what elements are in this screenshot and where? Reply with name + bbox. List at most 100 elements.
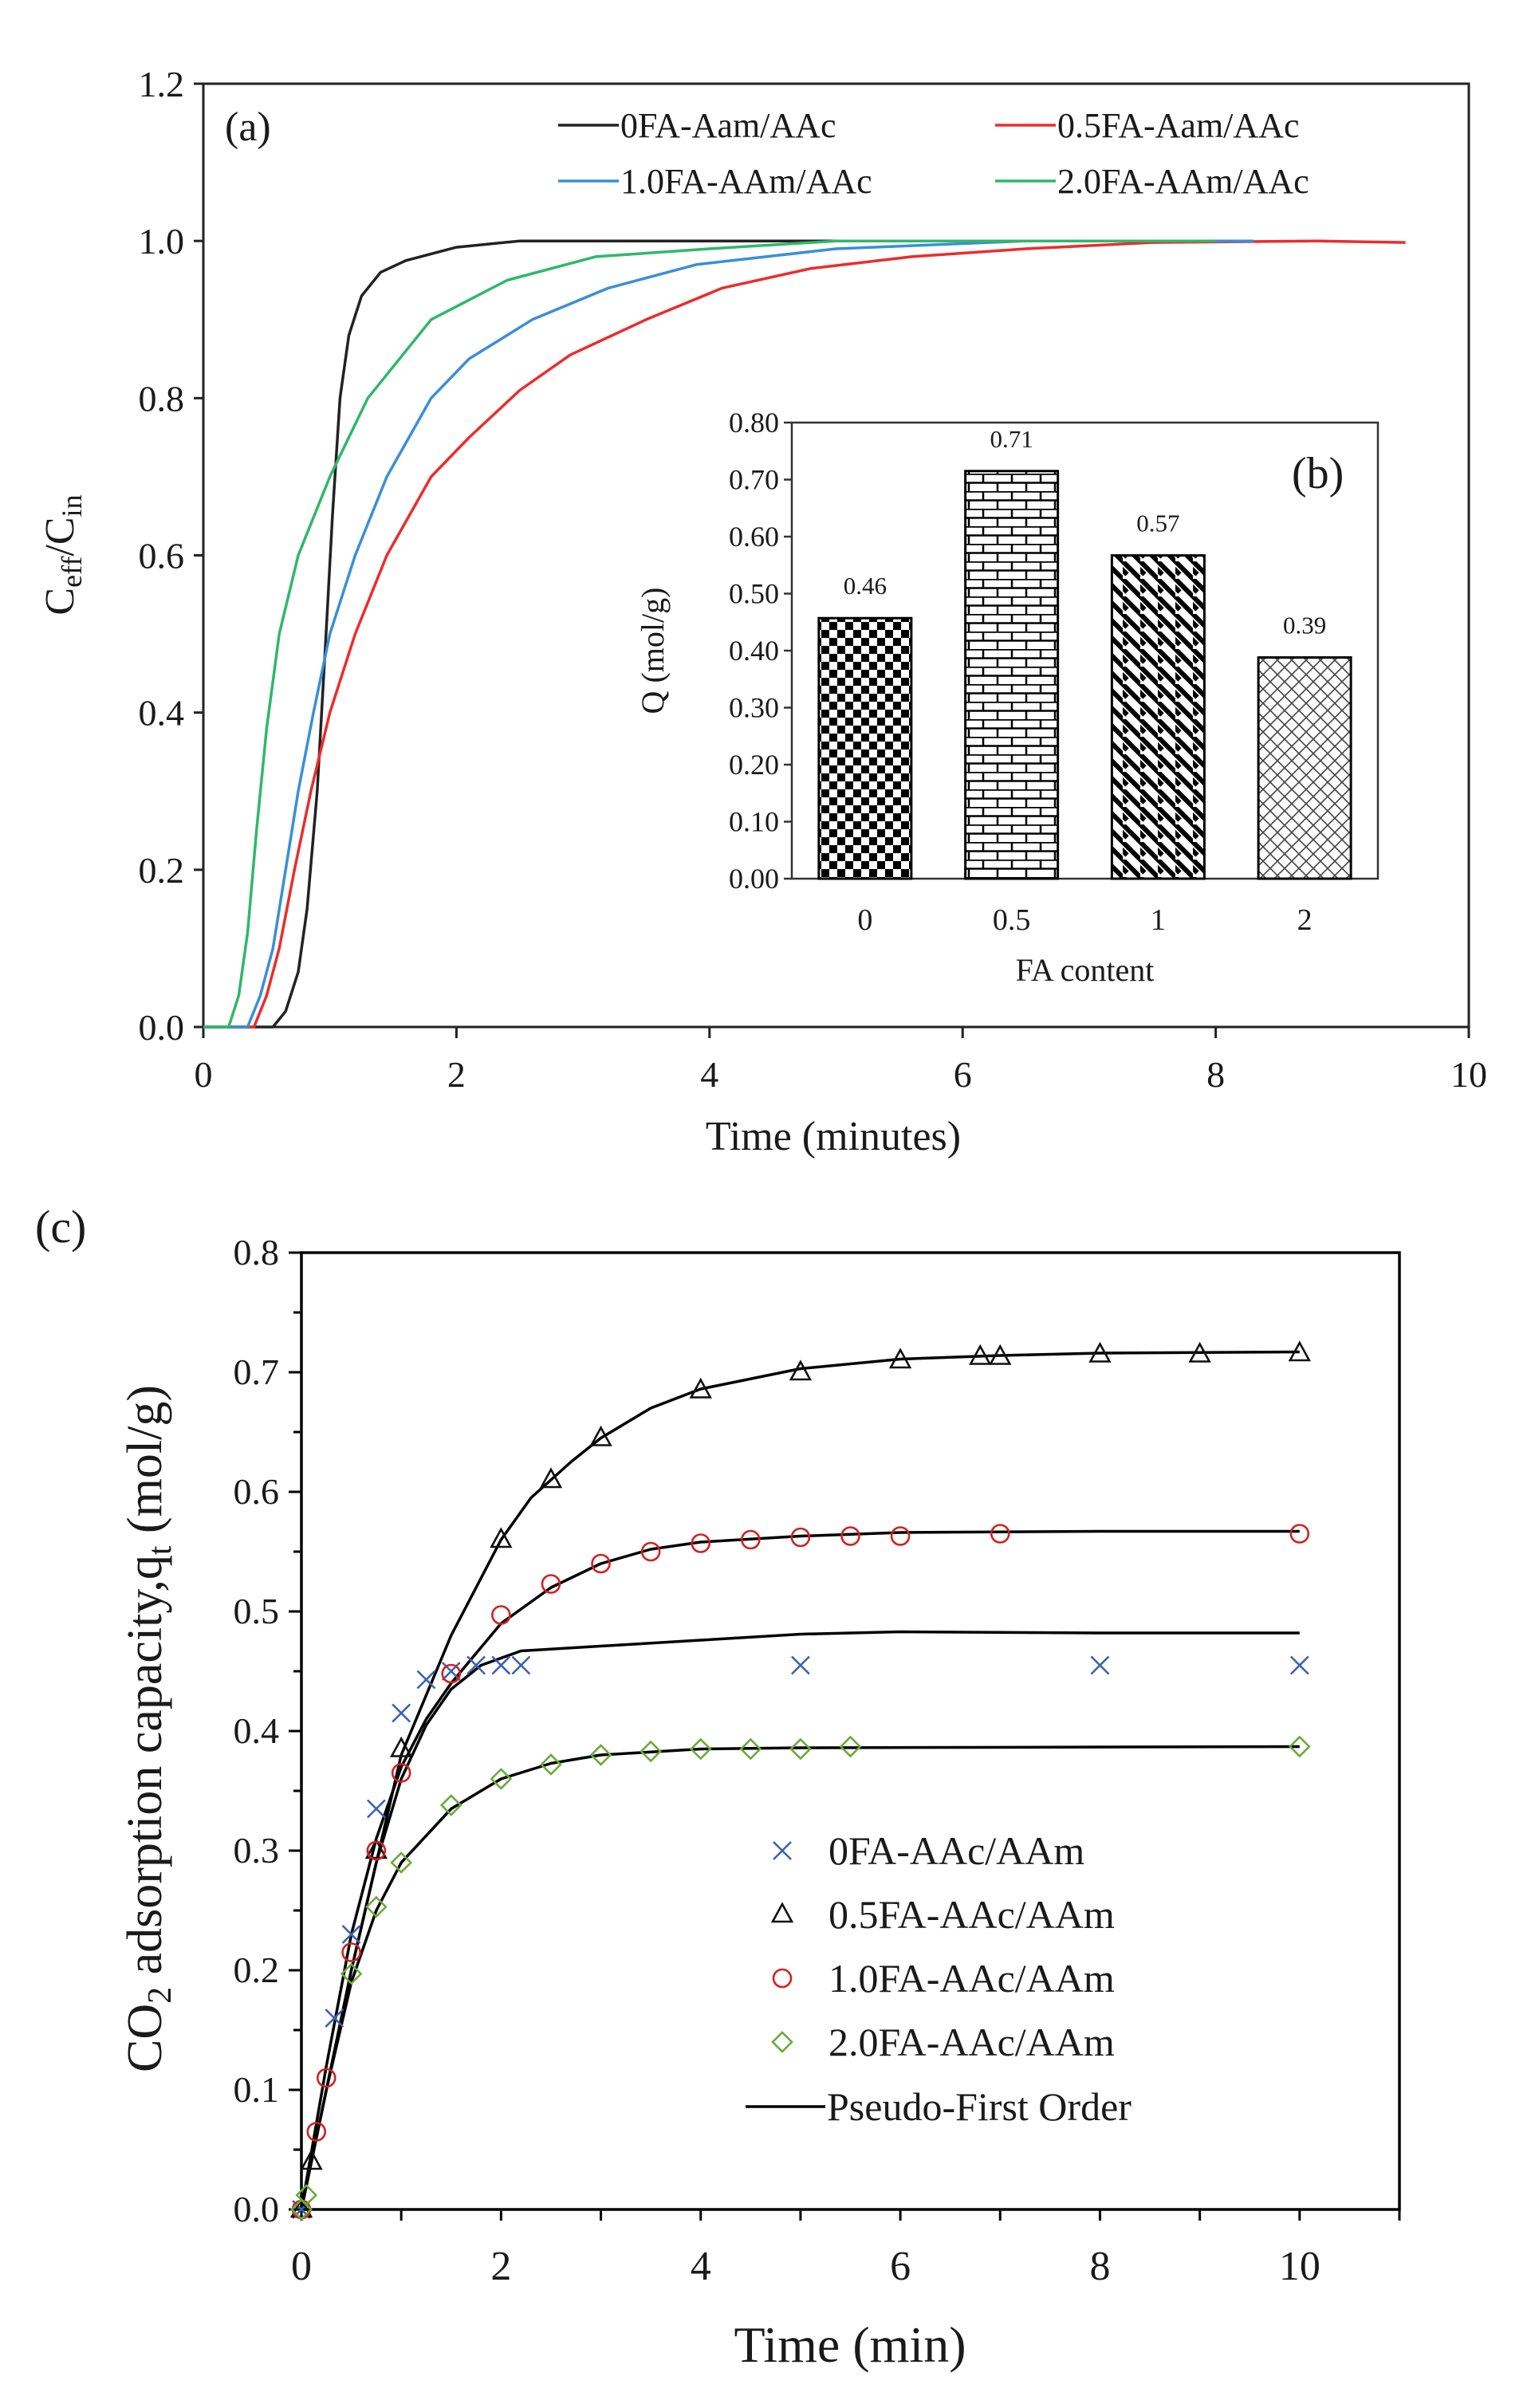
x-marker-stroke (491, 1655, 511, 1675)
diamond-marker (589, 1744, 612, 1766)
y-tick-label: 0.6 (139, 536, 185, 576)
panel-label: (b) (1292, 449, 1344, 498)
legend-label: 2.0FA-AAm/AAc (1057, 162, 1309, 201)
diamond-marker (295, 2184, 318, 2206)
y-axis-title-part: C (37, 588, 83, 616)
x-marker-stroke (1090, 1655, 1110, 1675)
x-marker-stroke (366, 1799, 386, 1819)
circle-marker (366, 1840, 387, 1861)
y-axis-title-sub: 2 (142, 1987, 179, 2004)
circle-marker (890, 1526, 911, 1546)
y-tick-label: 1.0 (139, 221, 185, 262)
diamond-marker (771, 2031, 793, 2053)
y-axis-title: CO2 adsorption capacity,qt (mol/g) (118, 1385, 179, 2072)
y-axis-title-sub: in (56, 494, 88, 517)
x-marker-stroke (341, 1925, 361, 1944)
panel-label: (c) (35, 1201, 86, 1253)
data-points-0.5FA-AAc/AAm (289, 1340, 1312, 2218)
y-tick-label: 0.6 (234, 1471, 280, 1512)
triangle-marker (888, 1348, 912, 1369)
triangle-marker (1088, 1341, 1112, 1363)
triangle-marker (389, 1736, 413, 1757)
y-axis-title: Ceff/Cin (37, 494, 88, 615)
circle-marker (391, 1763, 411, 1783)
diamond-marker (365, 1895, 388, 1918)
bar-0.5 (964, 470, 1060, 880)
triangle-marker (300, 2149, 323, 2170)
y-axis-title-part: /C (37, 517, 83, 556)
circle-marker (640, 1541, 661, 1562)
legend-label: 0.5FA-Aam/AAc (1057, 106, 1299, 145)
x-axis-title: Time (minutes) (706, 1114, 961, 1159)
triangle-marker (589, 1425, 612, 1446)
fit-line-0.5FA-AAc/AAm (300, 1350, 1300, 2210)
diamond-marker (640, 1740, 662, 1763)
diamond-marker (739, 1737, 762, 1761)
data-points-0FA-AAc/AAm (292, 1655, 1309, 2219)
diamond-marker (340, 1962, 363, 1985)
x-tick-label: 0 (857, 903, 872, 937)
circle-marker (591, 1553, 611, 1574)
circle-marker (306, 2122, 327, 2142)
bar-0 (817, 616, 913, 880)
y-tick-label: 0.0 (234, 2189, 280, 2229)
diamond-marker (689, 1737, 712, 1761)
y-tick-label: 0.50 (729, 578, 779, 610)
x-tick-label: 1 (1151, 903, 1166, 937)
y-tick-label: 0.3 (234, 1830, 280, 1871)
panel-c-kinetics-chart: 0.0 0.1 0.2 0.3 0.4 0.5 0.6 0.7 0.8 0 2 4 6 8 10 Time (… (35, 1201, 1401, 2373)
bar-value-label: 0.39 (1283, 612, 1326, 639)
data-points-2.0FA-AAc/AAm (290, 1735, 1311, 2221)
y-axis-title-part: adsorption capacity,q (118, 1555, 172, 1987)
circle-marker (691, 1533, 711, 1553)
x-marker (366, 1799, 386, 1819)
x-marker-stroke (511, 1655, 531, 1675)
series-line-2.0FA-AAm/AAc (203, 239, 1216, 1029)
circle-marker (341, 1942, 361, 1962)
x-tick-label: 2 (490, 2244, 511, 2289)
x-marker (441, 1662, 461, 1681)
triangle-marker (689, 1377, 712, 1399)
y-tick-label: 0.80 (729, 407, 779, 439)
circle-marker (316, 2068, 337, 2088)
x-marker-stroke (392, 1703, 411, 1723)
triangle-marker (490, 1527, 513, 1548)
fit-line-0FA-AAc/AAm (300, 1630, 1300, 2210)
y-tick-label: 0.20 (729, 749, 779, 781)
x-marker-stroke (1289, 1655, 1309, 1675)
x-marker (1090, 1655, 1110, 1675)
x-axis-title: Time (min) (734, 2316, 966, 2373)
x-marker-stroke (790, 1655, 810, 1675)
x-tick-label: 0 (291, 2244, 312, 2289)
y-tick-label: 1.2 (139, 64, 185, 104)
circle-marker (772, 1968, 793, 1989)
x-marker (325, 2009, 344, 2028)
y-tick-label: 0.0 (139, 1007, 185, 1048)
x-tick-label: 2 (447, 1054, 466, 1095)
y-axis-title-part: (mol/g) (118, 1385, 172, 1545)
circle-marker (1289, 1524, 1310, 1544)
fit-line-2.0FA-AAc/AAm (300, 1745, 1300, 2210)
x-tick-label: 0 (195, 1054, 213, 1095)
diamond-marker (439, 1794, 462, 1816)
legend-label: 2.0FA-AAc/AAm (828, 2020, 1115, 2064)
y-tick-label: 0.00 (729, 863, 779, 895)
y-tick-label: 0.7 (234, 1352, 280, 1392)
circle-marker (491, 1605, 511, 1625)
y-tick-label: 0.2 (234, 1950, 280, 1990)
x-marker (416, 1670, 436, 1690)
x-marker-stroke (416, 1670, 436, 1690)
panel-label: (a) (225, 104, 271, 150)
triangle-marker (989, 1344, 1012, 1365)
y-axis-title-sub: t (142, 1545, 179, 1555)
x-marker-stroke (773, 1841, 792, 1860)
circle-marker (790, 1527, 811, 1548)
y-tick-label: 0.5 (234, 1591, 280, 1631)
plot-frame (300, 1251, 1401, 2211)
y-tick-label: 0.60 (729, 521, 779, 553)
legend-label: Pseudo-First Order (827, 2084, 1132, 2129)
x-marker-stroke (325, 2009, 344, 2028)
y-tick-label: 0.70 (729, 464, 779, 496)
triangle-marker (789, 1359, 813, 1381)
